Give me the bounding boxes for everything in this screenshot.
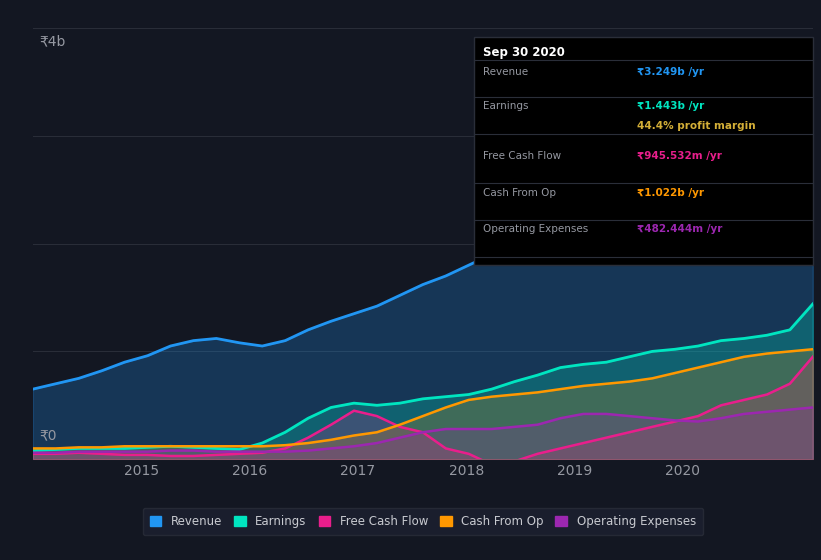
Text: Cash From Op: Cash From Op (483, 188, 556, 198)
Text: ₹945.532m /yr: ₹945.532m /yr (637, 151, 722, 161)
Text: Free Cash Flow: Free Cash Flow (483, 151, 561, 161)
Text: Sep 30 2020: Sep 30 2020 (483, 46, 565, 59)
Text: Earnings: Earnings (483, 101, 529, 111)
Text: ₹3.249b /yr: ₹3.249b /yr (637, 67, 704, 77)
Text: ₹482.444m /yr: ₹482.444m /yr (637, 224, 722, 234)
FancyBboxPatch shape (474, 36, 813, 265)
Text: Revenue: Revenue (483, 67, 528, 77)
Text: ₹1.022b /yr: ₹1.022b /yr (637, 188, 704, 198)
Text: ₹0: ₹0 (39, 428, 57, 442)
Text: ₹1.443b /yr: ₹1.443b /yr (637, 101, 704, 111)
Text: Operating Expenses: Operating Expenses (483, 224, 588, 234)
Text: 44.4% profit margin: 44.4% profit margin (637, 121, 756, 130)
Text: ₹4b: ₹4b (39, 35, 66, 49)
Legend: Revenue, Earnings, Free Cash Flow, Cash From Op, Operating Expenses: Revenue, Earnings, Free Cash Flow, Cash … (143, 508, 703, 535)
